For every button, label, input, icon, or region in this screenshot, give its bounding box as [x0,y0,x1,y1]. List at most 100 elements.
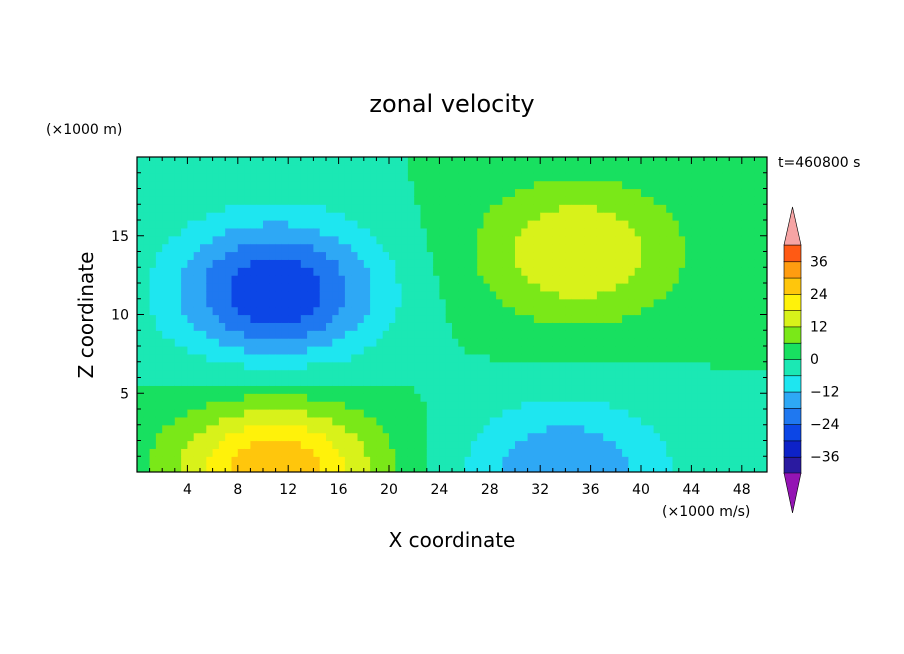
field-cell [647,235,655,245]
x-axis: 4 8 12 16 20 24 28 32 36 40 44 48 [136,157,768,498]
field-cell [672,361,680,371]
field-cell [401,377,409,386]
field-cell [641,322,648,331]
field-cell [155,235,163,245]
field-cell [653,401,661,410]
field-cell [155,346,163,355]
field-cell [426,243,434,253]
field-cell [200,275,207,284]
colorbar-swatch [783,244,802,263]
field-cell [659,283,667,292]
field-cell [162,353,170,363]
field-cell [231,369,239,379]
field-cell [722,369,730,379]
field-cell [200,227,207,237]
field-cell [269,361,277,371]
field-cell [433,220,440,229]
field-cell [552,298,560,308]
field-cell [647,267,655,276]
field-cell [338,456,346,465]
field-cell [244,196,251,205]
field-cell [622,456,629,465]
field-cell [319,464,327,472]
field-cell [678,385,686,394]
field-cell [181,409,188,418]
field-cell [407,322,415,331]
field-cell [697,290,705,300]
field-cell [659,393,667,402]
field-cell [401,385,409,394]
field-cell [584,464,592,472]
field-cell [527,338,535,347]
field-cell [401,251,409,260]
field-cell [735,385,743,394]
field-cell [464,401,472,410]
field-cell [370,290,377,300]
field-cell [710,267,718,276]
field-cell [527,346,535,355]
field-cell [452,330,459,339]
field-cell [332,314,340,323]
field-cell [269,377,277,386]
field-cell [527,330,535,339]
field-cell [344,275,352,284]
field-cell [584,314,592,323]
field-cell [445,361,453,371]
field-cell [300,283,308,292]
field-cell [275,243,283,253]
field-cell [212,464,220,472]
field-cell [464,369,472,379]
field-cell [294,188,302,197]
field-cell [395,409,403,418]
field-cell [263,393,270,402]
field-cell [275,369,283,379]
field-cell [357,298,365,308]
field-cell [729,409,737,418]
field-cell [244,369,251,379]
field-cell [370,440,377,449]
field-cell [716,401,724,410]
field-cell [332,377,340,386]
field-cell [357,220,365,229]
field-cell [401,369,409,379]
field-cell [256,369,264,379]
field-cell [741,227,749,237]
field-cell [515,180,522,190]
field-cell [187,432,195,442]
field-cell [452,314,459,323]
field-cell [200,401,207,410]
field-cell [666,409,674,418]
field-cell [666,180,674,190]
field-cell [149,432,157,442]
field-cell [571,275,579,284]
field-cell [464,416,472,426]
field-cell [716,409,724,418]
field-cell [691,385,699,394]
field-cell [370,322,377,331]
field-cell [206,227,214,237]
field-cell [143,322,151,331]
field-cell [533,314,541,323]
field-cell [275,306,283,316]
y-tick-label: 10 [111,308,129,324]
field-cell [622,290,629,300]
field-cell [313,220,321,229]
field-cell [200,432,207,442]
field-cell [716,369,724,379]
field-cell [319,369,327,379]
field-cell [704,393,711,402]
field-cell [615,464,623,472]
field-cell [319,243,327,253]
field-cell [672,322,680,331]
field-cell [584,330,592,339]
field-cell [672,416,680,426]
field-cell [382,448,390,457]
field-cell [294,416,302,426]
field-cell [218,275,226,284]
field-cell [464,424,472,434]
field-cell [225,180,233,190]
field-cell [155,220,163,229]
field-cell [477,235,485,245]
field-cell [307,306,314,316]
field-cell [263,353,270,363]
